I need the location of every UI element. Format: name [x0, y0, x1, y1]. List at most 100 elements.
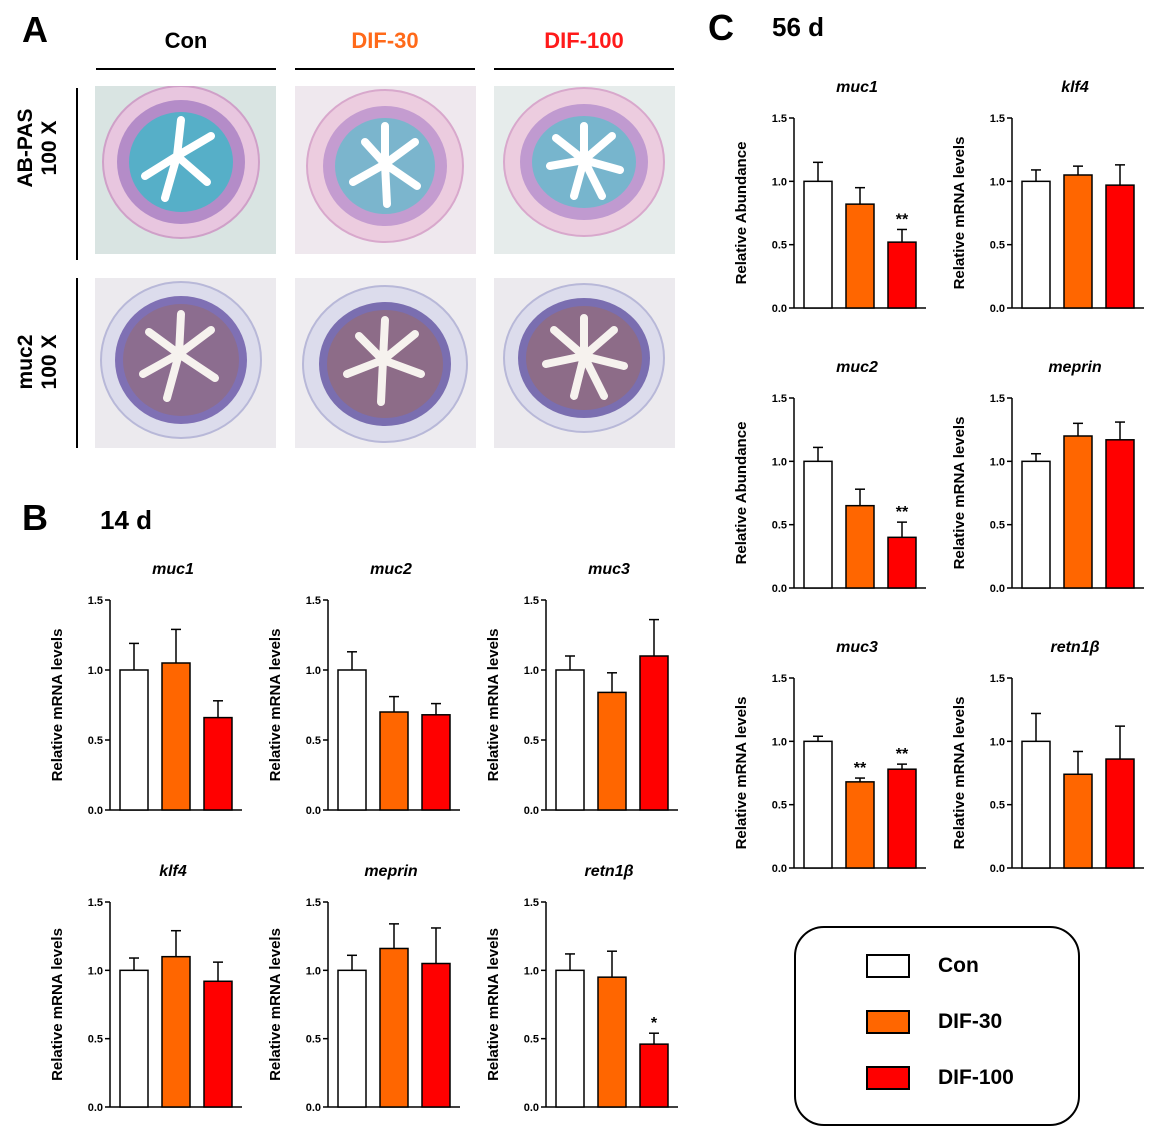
significance-marker: *: [651, 1015, 658, 1032]
micrograph-muc2-con: [95, 278, 276, 448]
bar-dif-30: [161, 955, 191, 1108]
chart-title: retn1β: [1050, 639, 1099, 656]
legend-label-dif30: DIF-30: [938, 1010, 1003, 1033]
chart-c-meprin: meprin Relative mRNA levels 0.0 0.5 1.0 1.5: [951, 359, 1144, 595]
legend-swatch-dif100: [866, 1066, 910, 1090]
bar-dif-30: [1063, 435, 1093, 589]
y-tick-label: 0.0: [772, 583, 787, 595]
bar-dif-30: [597, 691, 627, 811]
panel-letter-b: B: [22, 497, 48, 538]
chart-title: klf4: [159, 863, 187, 880]
bar-dif-100: [421, 714, 451, 811]
y-tick-label: 0.5: [88, 1034, 103, 1046]
y-tick-label: 1.5: [772, 673, 787, 685]
y-tick-label: 1.0: [990, 736, 1005, 748]
significance-marker: **: [896, 746, 909, 763]
chart-b-retn1b: retn1β Relative mRNA levels 0.0 0.5 1.0 1.5 *: [485, 863, 678, 1114]
y-axis-label: Relative mRNA levels: [951, 137, 968, 290]
bar-dif-30: [597, 976, 627, 1108]
y-tick-label: 0.5: [88, 735, 103, 747]
micrograph-muc2-dif100: [494, 278, 675, 448]
panel-c-day-label: 56 d: [772, 12, 825, 42]
col-header-dif100: DIF-100: [544, 28, 624, 53]
y-tick-label: 1.0: [88, 665, 103, 677]
row-label-abpas-line2: 100 X: [38, 120, 61, 176]
chart-title: muc3: [836, 639, 878, 656]
y-tick-label: 0.5: [772, 240, 787, 252]
y-tick-label: 0.0: [306, 1102, 321, 1114]
bar-con: [119, 669, 149, 811]
chart-b-klf4: klf4 Relative mRNA levels 0.0 0.5 1.0 1.5: [49, 863, 242, 1114]
y-axis-label: Relative mRNA levels: [267, 629, 284, 782]
bar-con: [803, 460, 833, 589]
chart-title: muc3: [588, 561, 630, 578]
y-axis-label: Relative mRNA levels: [267, 928, 284, 1081]
y-tick-label: 0.5: [524, 1034, 539, 1046]
y-axis-label: Relative Abundance: [733, 142, 750, 285]
y-tick-label: 1.5: [88, 595, 103, 607]
y-axis-label: Relative Abundance: [733, 422, 750, 565]
bar-con: [1021, 180, 1051, 309]
y-tick-label: 1.5: [772, 393, 787, 405]
bar-dif-100: [887, 241, 917, 309]
y-tick-label: 0.5: [306, 735, 321, 747]
row-label-abpas: AB-PAS 100 X: [14, 68, 62, 228]
y-tick-label: 1.5: [306, 595, 321, 607]
col-underline-con: [96, 68, 276, 70]
bar-dif-100: [1105, 184, 1135, 309]
micrograph-abpas-dif100: [494, 86, 675, 254]
y-tick-label: 1.5: [990, 673, 1005, 685]
bar-dif-100: [887, 536, 917, 589]
row-divider-muc2: [76, 278, 78, 448]
y-tick-label: 0.0: [990, 863, 1005, 875]
y-tick-label: 1.0: [772, 176, 787, 188]
bar-con: [1021, 740, 1051, 869]
y-tick-label: 0.0: [990, 583, 1005, 595]
bar-dif-30: [845, 504, 875, 589]
bar-con: [337, 969, 367, 1108]
chart-c-muc2: muc2 Relative Abundance 0.0 0.5 1.0 1.5 **: [733, 359, 926, 595]
y-tick-label: 1.0: [990, 456, 1005, 468]
bar-dif-30: [1063, 773, 1093, 869]
y-tick-label: 1.5: [524, 595, 539, 607]
y-axis-label: Relative mRNA levels: [49, 928, 66, 1081]
legend-label-dif100: DIF-100: [938, 1066, 1014, 1089]
bar-dif-30: [845, 203, 875, 309]
chart-c-muc1: muc1 Relative Abundance 0.0 0.5 1.0 1.5 **: [733, 79, 926, 315]
y-tick-label: 1.5: [990, 393, 1005, 405]
legend-item-dif100: DIF-100: [866, 1066, 1014, 1090]
legend-swatch-con: [866, 954, 910, 978]
bar-dif-30: [379, 947, 409, 1108]
bar-dif-100: [203, 716, 233, 811]
col-header-dif30: DIF-30: [351, 28, 419, 53]
chart-title: meprin: [364, 863, 418, 880]
panel-letter-c: C: [708, 7, 734, 48]
row-label-muc2-line1: muc2: [14, 334, 37, 390]
bar-dif-100: [1105, 439, 1135, 589]
y-tick-label: 0.0: [772, 303, 787, 315]
chart-title: muc1: [152, 561, 194, 578]
y-tick-label: 0.0: [524, 805, 539, 817]
significance-marker: **: [896, 504, 909, 521]
y-tick-label: 0.0: [524, 1102, 539, 1114]
y-axis-label: Relative mRNA levels: [49, 629, 66, 782]
chart-b-muc3: muc3 Relative mRNA levels 0.0 0.5 1.0 1.5: [485, 561, 678, 817]
chart-title: muc1: [836, 79, 878, 96]
y-tick-label: 1.0: [306, 965, 321, 977]
chart-b-muc2: muc2 Relative mRNA levels 0.0 0.5 1.0 1.5: [267, 561, 460, 817]
bar-dif-100: [639, 655, 669, 811]
legend-swatch-dif30: [866, 1010, 910, 1034]
bar-dif-30: [161, 662, 191, 811]
row-divider-abpas: [76, 88, 78, 260]
micrograph-muc2-dif30: [295, 278, 476, 448]
col-underline-dif30: [295, 68, 475, 70]
bar-dif-100: [887, 768, 917, 869]
y-tick-label: 1.0: [524, 665, 539, 677]
chart-b-muc1: muc1 Relative mRNA levels 0.0 0.5 1.0 1.5: [49, 561, 242, 817]
chart-b-meprin: meprin Relative mRNA levels 0.0 0.5 1.0 1.5: [267, 863, 460, 1114]
y-tick-label: 1.5: [772, 113, 787, 125]
y-tick-label: 1.0: [88, 965, 103, 977]
chart-c-retn1b: retn1β Relative mRNA levels 0.0 0.5 1.0 1.5: [951, 639, 1144, 875]
bar-con: [803, 180, 833, 309]
y-tick-label: 0.5: [306, 1034, 321, 1046]
